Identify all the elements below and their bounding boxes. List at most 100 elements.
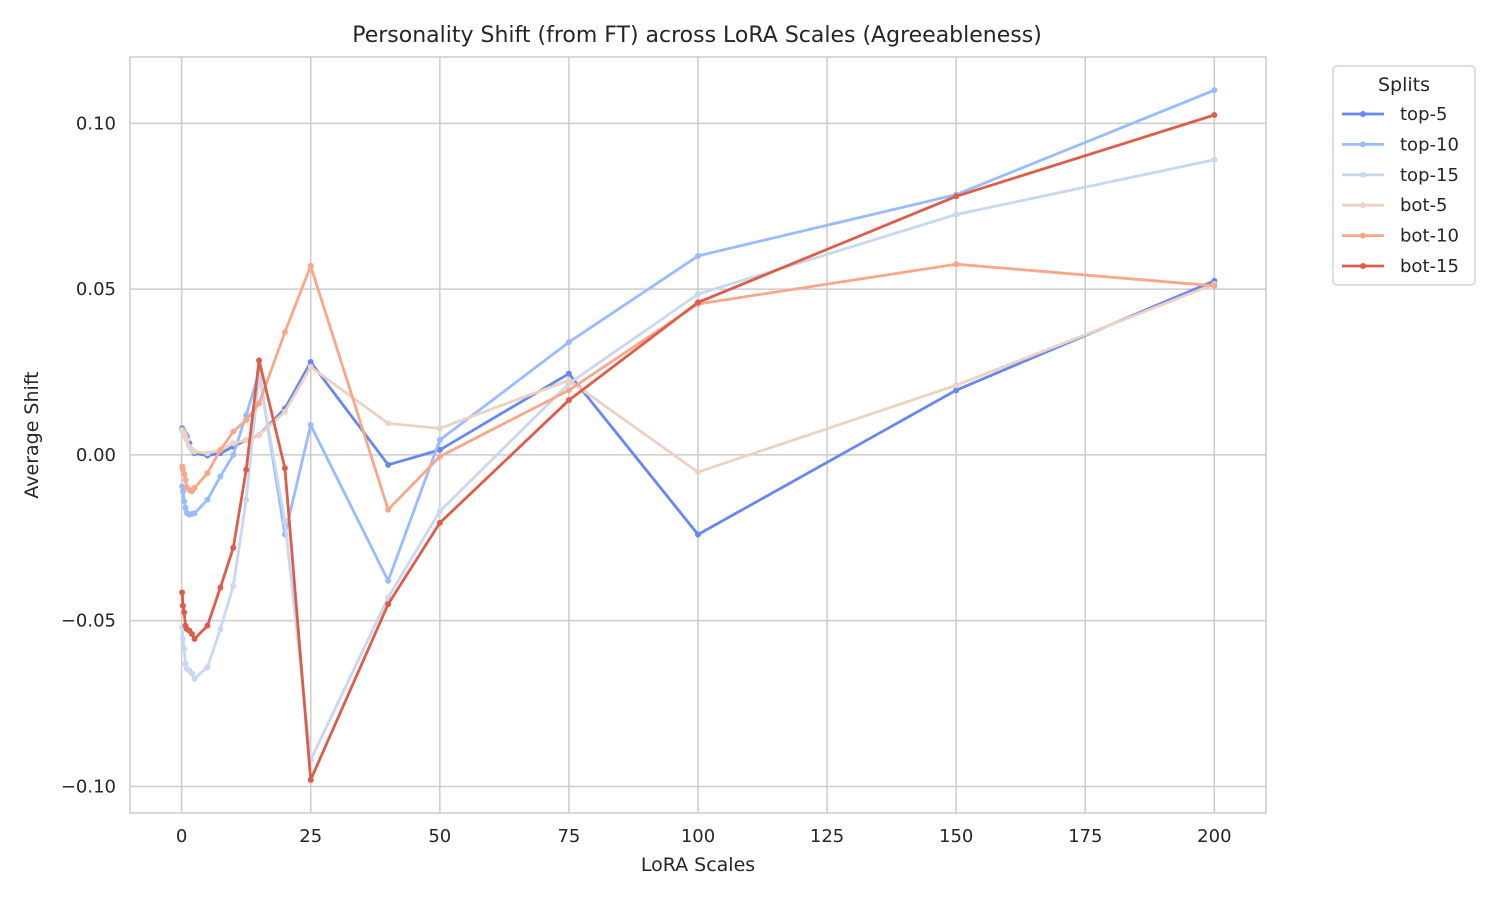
- data-point: [307, 262, 314, 269]
- data-point: [436, 436, 443, 443]
- data-point: [204, 470, 211, 477]
- data-point: [230, 544, 237, 551]
- data-point: [243, 417, 250, 424]
- data-point: [281, 465, 288, 472]
- legend-entries: top-5 top-10 top-15 bot-5 bot-10 bot-15: [1342, 104, 1459, 277]
- data-point: [182, 504, 189, 511]
- legend-label: top-15: [1400, 165, 1459, 186]
- legend-label: bot-5: [1400, 195, 1447, 216]
- data-point: [243, 436, 250, 443]
- legend-label: bot-10: [1400, 226, 1459, 247]
- data-point: [256, 400, 263, 407]
- data-point: [385, 420, 392, 427]
- y-axis-label: Average Shift: [21, 371, 43, 498]
- data-point: [436, 519, 443, 526]
- legend-label: top-5: [1400, 104, 1447, 125]
- data-point: [281, 518, 288, 525]
- legend-entry: top-15: [1342, 165, 1459, 186]
- data-point: [281, 329, 288, 336]
- data-point: [179, 488, 186, 495]
- data-point: [204, 664, 211, 671]
- data-point: [183, 436, 190, 443]
- data-point: [695, 252, 701, 259]
- data-point: [188, 670, 195, 677]
- grid-lines: [130, 57, 1266, 813]
- data-point: [179, 483, 186, 490]
- legend-swatch-marker: [1360, 232, 1366, 239]
- data-point: [204, 450, 211, 457]
- data-point: [307, 422, 314, 429]
- legend: Splits top-5 top-10 top-15 bot-5 bot-10 bot-1…: [1332, 65, 1476, 286]
- data-point: [695, 299, 701, 306]
- legend-entry: bot-15: [1342, 256, 1459, 277]
- x-tick-label: 50: [428, 826, 451, 847]
- legend-entry: top-10: [1342, 134, 1459, 155]
- series-bot-15: [179, 112, 1218, 783]
- data-point: [243, 466, 250, 473]
- data-point: [182, 660, 189, 667]
- data-point: [181, 645, 188, 652]
- series-bot-10: [179, 261, 1218, 513]
- x-tick-label: 100: [681, 826, 715, 847]
- data-point: [436, 453, 443, 460]
- data-point: [565, 387, 572, 394]
- data-point: [230, 440, 237, 447]
- data-point: [191, 675, 198, 682]
- data-point: [217, 584, 224, 591]
- data-point: [436, 425, 443, 432]
- data-point: [695, 531, 701, 538]
- data-point: [230, 582, 237, 589]
- y-tick-label: −0.10: [61, 776, 116, 797]
- legend-entry: bot-5: [1342, 195, 1447, 216]
- data-point: [953, 193, 960, 200]
- axis-ticks: 0 25 50 75 100 125 150 175 200 −0.10 −0.05 0.00 0.05…: [61, 113, 1232, 847]
- data-point: [953, 382, 960, 389]
- data-point: [1211, 156, 1218, 163]
- data-point: [188, 630, 195, 637]
- data-point: [565, 377, 572, 384]
- data-point: [191, 448, 198, 455]
- data-point: [1211, 282, 1218, 289]
- y-tick-label: 0.05: [76, 279, 116, 300]
- x-tick-label: 200: [1197, 826, 1231, 847]
- data-point: [695, 469, 701, 476]
- plot-area: [129, 56, 1267, 814]
- data-point: [1211, 112, 1218, 119]
- data-point: [181, 609, 188, 616]
- data-point: [179, 602, 186, 609]
- data-point: [307, 776, 314, 783]
- data-point: [243, 496, 250, 503]
- data-point: [182, 476, 189, 483]
- legend-label: bot-15: [1400, 256, 1459, 277]
- data-point: [565, 370, 572, 377]
- data-point: [217, 446, 224, 453]
- x-tick-label: 175: [1068, 826, 1102, 847]
- legend-swatch-marker: [1360, 202, 1366, 209]
- data-point: [217, 625, 224, 632]
- legend-entry: top-5: [1342, 104, 1447, 125]
- legend-swatch-marker: [1360, 141, 1366, 148]
- data-point: [385, 577, 392, 584]
- data-point: [436, 446, 443, 453]
- data-point: [385, 506, 392, 513]
- data-point: [191, 510, 198, 517]
- legend-swatch-marker: [1360, 171, 1366, 178]
- data-point: [385, 461, 392, 468]
- y-tick-label: 0.00: [76, 445, 116, 466]
- data-point: [204, 622, 211, 629]
- data-point: [695, 291, 701, 298]
- data-point: [191, 485, 198, 492]
- data-point: [281, 408, 288, 415]
- data-point: [385, 594, 392, 601]
- y-tick-label: 0.10: [76, 113, 116, 134]
- data-point: [565, 339, 572, 346]
- data-point: [230, 428, 237, 435]
- legend-box: [1332, 65, 1476, 286]
- data-point: [565, 397, 572, 404]
- data-point: [953, 211, 960, 218]
- data-point: [179, 635, 186, 642]
- data-point: [181, 471, 188, 478]
- chart-title: Personality Shift (from FT) across LoRA …: [352, 23, 1042, 48]
- series-layer: [179, 87, 1218, 783]
